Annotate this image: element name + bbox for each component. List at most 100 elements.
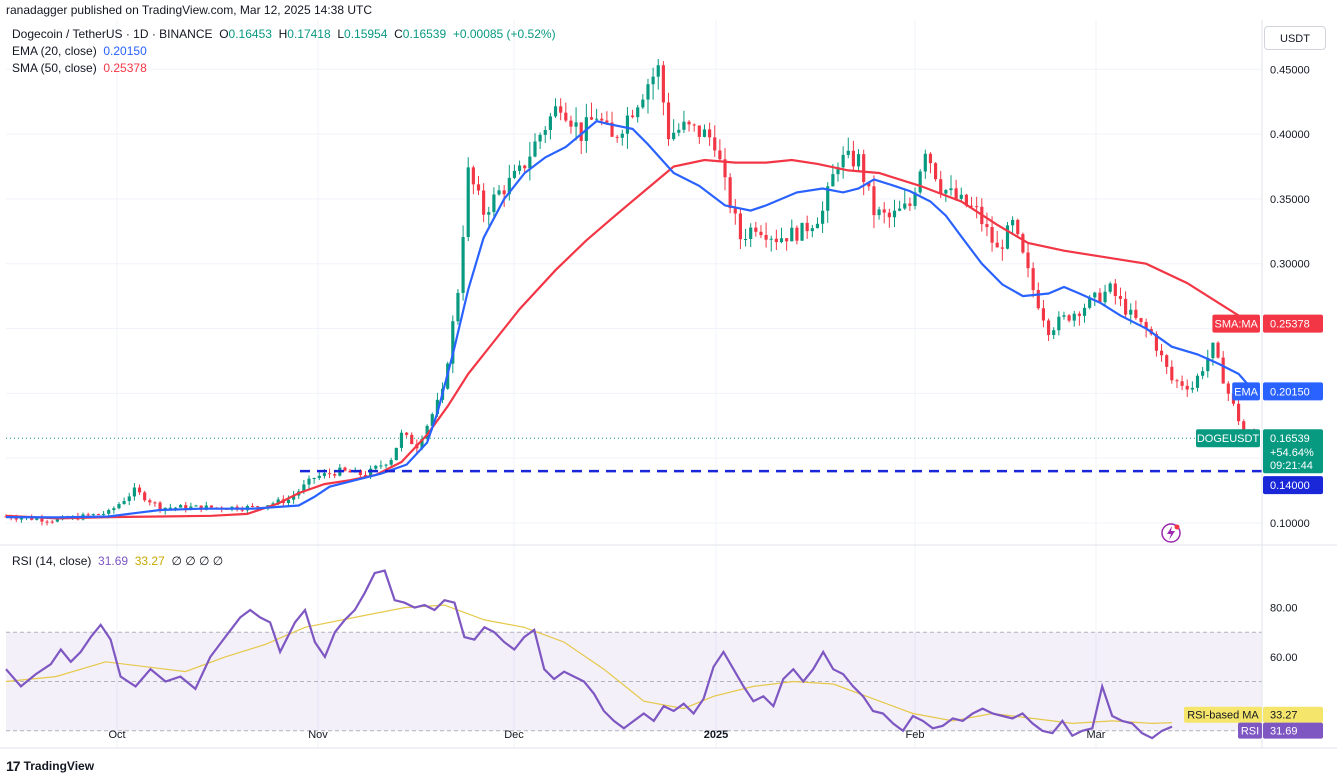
- candle-body: [1190, 387, 1194, 390]
- candle-body: [692, 124, 696, 126]
- candle-body: [1052, 330, 1056, 335]
- candle-body: [1093, 292, 1097, 298]
- high-value: 0.17418: [287, 27, 331, 41]
- candle-body: [471, 167, 475, 185]
- tradingview-logo-icon: 17: [6, 758, 21, 774]
- candle-body: [615, 136, 619, 138]
- price-tick-label: 0.10000: [1270, 518, 1310, 530]
- sma-price-label-name: SMA:MA: [1214, 319, 1258, 331]
- tradingview-footer[interactable]: 17 TradingView: [6, 757, 94, 775]
- candle-body: [292, 495, 296, 500]
- candle-body: [96, 514, 101, 516]
- rsi-line: [5, 569, 1173, 740]
- candle-body: [1221, 357, 1225, 384]
- candle-body: [209, 505, 214, 508]
- candle-body: [918, 171, 922, 193]
- candle-body: [790, 227, 794, 242]
- candle-body: [507, 177, 511, 195]
- candle-body: [923, 153, 927, 172]
- candle-body: [846, 150, 850, 155]
- candle-body: [1072, 313, 1076, 321]
- candle-body: [476, 184, 481, 191]
- last-price-countdown: 09:21:44: [1270, 460, 1313, 472]
- time-tick-label: 2025: [704, 729, 728, 741]
- candle-body: [487, 212, 491, 215]
- candle-body: [132, 487, 136, 497]
- close-value: 0.16539: [402, 27, 447, 41]
- candle-body: [101, 513, 106, 515]
- candle-body: [184, 505, 188, 510]
- candle-body: [610, 122, 614, 137]
- candle-body: [708, 129, 712, 138]
- last-price-change: +54.64%: [1270, 447, 1314, 459]
- candle-body: [1242, 421, 1246, 433]
- candle-body: [795, 227, 799, 241]
- candle-body: [430, 414, 434, 426]
- candle-body: [194, 505, 198, 507]
- lightning-icon[interactable]: [1160, 522, 1182, 544]
- rsi-legend[interactable]: RSI (14, close) 31.69 33.27 ∅ ∅ ∅ ∅: [12, 553, 223, 569]
- candle-body: [887, 212, 891, 218]
- candle-body: [605, 120, 609, 123]
- candle-body: [399, 432, 404, 448]
- candle-body: [466, 167, 470, 238]
- ema-legend-row[interactable]: EMA (20, close) 0.20150: [12, 44, 147, 58]
- candle-body: [749, 227, 753, 239]
- candle-body: [348, 470, 352, 473]
- candle-body: [533, 141, 537, 157]
- candle-body: [302, 484, 306, 492]
- candle-body: [908, 203, 912, 206]
- candle-body: [91, 514, 95, 516]
- rsi-name: RSI: [1241, 726, 1259, 738]
- candle-body: [759, 231, 763, 236]
- candle-body: [528, 156, 532, 169]
- rsi-tick-label: 80.00: [1270, 603, 1298, 615]
- candle-body: [661, 65, 665, 103]
- rsi-ma-name-tag: [1184, 706, 1262, 723]
- candle-body: [461, 237, 465, 293]
- candle-body: [1159, 350, 1164, 356]
- candle-body: [867, 182, 871, 187]
- candle-body: [1113, 283, 1117, 296]
- rsi-legend-label: RSI (14, close): [12, 554, 92, 568]
- sma-legend-row[interactable]: SMA (50, close) 0.25378: [12, 61, 147, 75]
- candle-body: [1036, 290, 1040, 309]
- candle-body: [122, 500, 126, 505]
- candle-body: [168, 507, 172, 509]
- rsi-name-tag: [1238, 722, 1262, 739]
- candle-body: [107, 510, 111, 514]
- candle-body: [410, 434, 414, 445]
- support-price-label: 0.14000: [1263, 476, 1323, 495]
- candle-body: [589, 117, 594, 120]
- candle-body: [1170, 366, 1174, 381]
- sma-legend-value: 0.25378: [103, 61, 147, 75]
- candle-body: [630, 115, 635, 118]
- candle-body: [492, 194, 496, 213]
- last-price-label: DOGEUSDT 0.16539 +54.64%09:21:44: [1196, 429, 1323, 474]
- symbol-title[interactable]: Dogecoin / TetherUS · 1D · BINANCE: [12, 27, 213, 41]
- candle-body: [55, 519, 59, 522]
- candle-body: [1103, 291, 1107, 303]
- candle-body: [1088, 297, 1092, 308]
- candle-body: [939, 179, 943, 194]
- candle-body: [19, 518, 23, 520]
- candle-body: [451, 321, 455, 364]
- candle-body: [964, 194, 968, 206]
- time-tick-label: Dec: [504, 729, 524, 741]
- candle-body: [143, 492, 147, 501]
- candle-body: [975, 206, 979, 208]
- candle-body: [856, 154, 861, 167]
- rsi-ma-value: 33.27: [1270, 710, 1298, 722]
- candle-body: [646, 84, 650, 100]
- candle-body: [173, 507, 178, 509]
- symbol-row: Dogecoin / TetherUS · 1D · BINANCE O0.16…: [12, 27, 556, 41]
- candle-body: [553, 106, 558, 117]
- candle-body: [389, 460, 393, 465]
- ema-price-label: EMA 0.20150: [1232, 382, 1323, 401]
- candle-body: [1134, 309, 1138, 319]
- candle-body: [1180, 381, 1184, 386]
- candle-body: [913, 192, 917, 206]
- currency-button[interactable]: USDT: [1264, 26, 1326, 50]
- candle-body: [687, 121, 691, 125]
